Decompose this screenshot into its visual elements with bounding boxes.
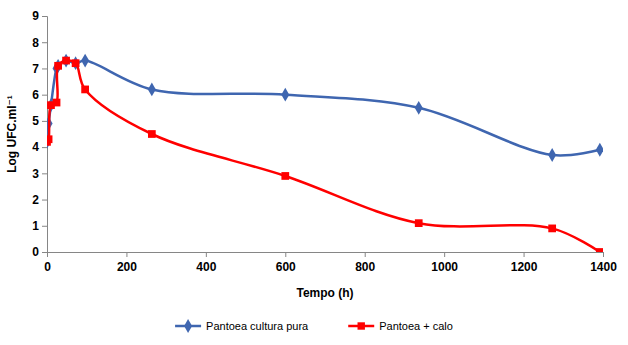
marker bbox=[415, 101, 423, 115]
tick: 8 bbox=[32, 36, 47, 50]
tick-mark bbox=[42, 121, 47, 122]
marker bbox=[548, 148, 556, 162]
legend-item: Pantoea + calo bbox=[348, 320, 453, 332]
tick-label: 1400 bbox=[590, 260, 617, 274]
tick-label: 5 bbox=[32, 114, 39, 128]
tick: 9 bbox=[32, 9, 47, 23]
tick: 7 bbox=[32, 62, 47, 76]
tick-mark bbox=[285, 252, 286, 257]
tick-mark bbox=[42, 226, 47, 227]
tick-label: 7 bbox=[32, 62, 39, 76]
marker bbox=[72, 59, 80, 67]
marker bbox=[62, 57, 70, 65]
axis-line bbox=[42, 17, 48, 253]
tick-mark bbox=[42, 42, 47, 43]
tick: 600 bbox=[276, 252, 296, 274]
series-line bbox=[47, 61, 600, 156]
legend-label: Pantoea cultura pura bbox=[206, 320, 309, 332]
legend-marker bbox=[184, 319, 192, 333]
tick: 1400 bbox=[590, 252, 617, 274]
tick: 0 bbox=[44, 252, 51, 274]
tick-label: 1200 bbox=[511, 260, 538, 274]
marker bbox=[148, 130, 156, 138]
marker bbox=[415, 219, 423, 227]
series-group bbox=[47, 54, 603, 252]
tick-mark bbox=[206, 252, 207, 257]
marker bbox=[596, 248, 603, 252]
tick-label: 3 bbox=[32, 167, 39, 181]
tick-label: 6 bbox=[32, 88, 39, 102]
axis-line bbox=[48, 253, 604, 258]
tick-label: 0 bbox=[44, 260, 51, 274]
x-axis: 0 200 400 600 800 1000 1200 1400 bbox=[44, 252, 617, 274]
tick-mark bbox=[126, 252, 127, 257]
marker bbox=[54, 62, 62, 70]
tick: 3 bbox=[32, 167, 47, 181]
tick: 400 bbox=[196, 252, 216, 274]
marker bbox=[281, 172, 289, 180]
tick-label: 600 bbox=[276, 260, 296, 274]
tick: 200 bbox=[117, 252, 137, 274]
legend-item: Pantoea cultura pura bbox=[175, 319, 309, 333]
series-line bbox=[47, 60, 600, 252]
tick: 1 bbox=[32, 219, 47, 233]
tick-label: 2 bbox=[32, 193, 39, 207]
tick-mark bbox=[42, 147, 47, 148]
y-axis: 0 1 2 3 4 5 6 7 8 9 bbox=[32, 9, 47, 259]
tick: 1200 bbox=[511, 252, 538, 274]
legend-label: Pantoea + calo bbox=[379, 320, 453, 332]
tick-mark bbox=[42, 95, 47, 96]
tick: 2 bbox=[32, 193, 47, 207]
marker bbox=[281, 88, 289, 102]
tick-mark bbox=[603, 252, 604, 257]
tick-label: 1000 bbox=[431, 260, 458, 274]
tick-mark bbox=[524, 252, 525, 257]
tick-label: 8 bbox=[32, 36, 39, 50]
tick-mark bbox=[42, 173, 47, 174]
tick-mark bbox=[42, 252, 47, 253]
plot-area: 0 200 400 600 800 1000 1200 1400 0 1 2 3 4 5 6 7 8 9 bbox=[32, 9, 617, 273]
tick-mark bbox=[42, 68, 47, 69]
tick-mark bbox=[42, 16, 47, 17]
tick: 5 bbox=[32, 114, 47, 128]
tick-mark bbox=[444, 252, 445, 257]
marker bbox=[53, 99, 61, 107]
chart: 0 200 400 600 800 1000 1200 1400 0 1 2 3 4 5 6 7 8 9 Tempo… bbox=[0, 0, 628, 345]
x-axis-title: Tempo (h) bbox=[296, 286, 353, 300]
marker bbox=[81, 86, 89, 94]
tick: 1000 bbox=[431, 252, 458, 274]
marker bbox=[81, 54, 89, 68]
marker bbox=[596, 143, 603, 157]
tick-label: 0 bbox=[32, 245, 39, 259]
tick: 6 bbox=[32, 88, 47, 102]
marker bbox=[148, 83, 156, 97]
legend: Pantoea cultura pura Pantoea + calo bbox=[175, 319, 453, 333]
tick: 4 bbox=[32, 140, 47, 154]
marker bbox=[47, 135, 52, 143]
tick-label: 4 bbox=[32, 140, 39, 154]
tick-label: 800 bbox=[355, 260, 375, 274]
legend-marker bbox=[358, 322, 365, 329]
tick-label: 9 bbox=[32, 9, 39, 23]
tick-mark bbox=[365, 252, 366, 257]
y-axis-title: Log UFC.ml⁻¹ bbox=[5, 95, 19, 173]
tick: 0 bbox=[32, 245, 47, 259]
tick-mark bbox=[42, 200, 47, 201]
tick: 800 bbox=[355, 252, 375, 274]
marker bbox=[548, 225, 556, 233]
marker bbox=[62, 54, 70, 68]
tick-label: 1 bbox=[32, 219, 39, 233]
tick-label: 400 bbox=[196, 260, 216, 274]
tick-label: 200 bbox=[117, 260, 137, 274]
